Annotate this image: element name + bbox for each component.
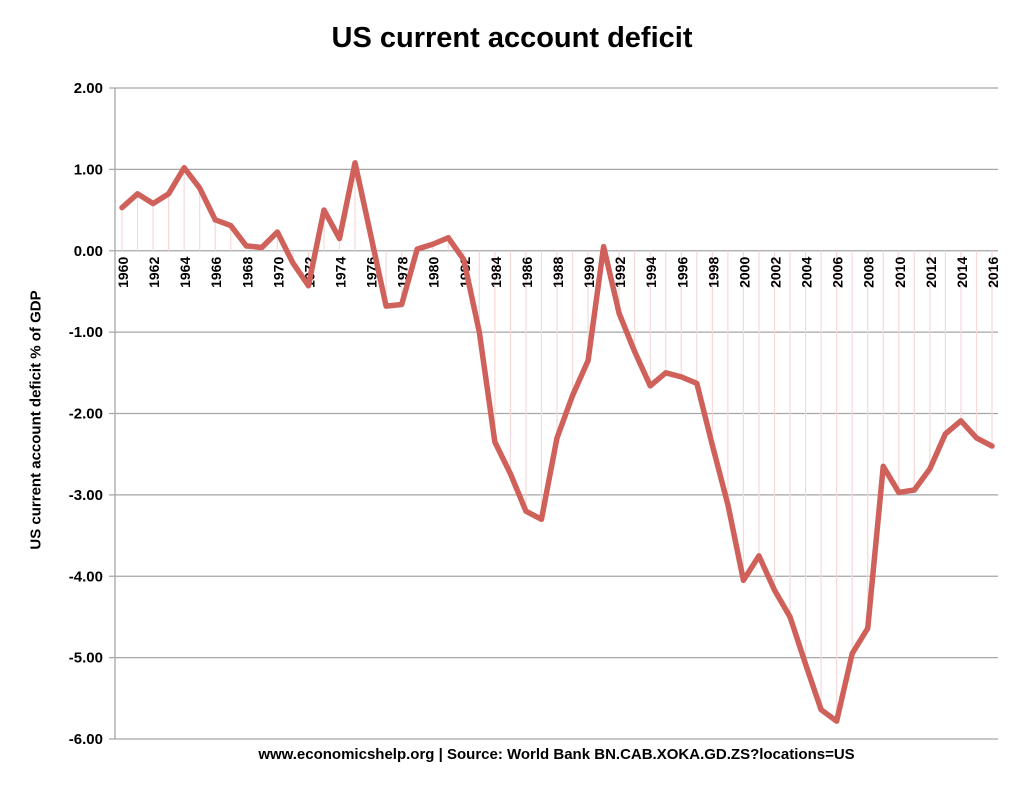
- data-point: [228, 223, 234, 229]
- x-tick-label: 1960: [115, 257, 131, 288]
- data-point: [570, 393, 576, 399]
- data-point: [476, 329, 482, 335]
- source-footer: www.economicshelp.org | Source: World Ba…: [258, 746, 855, 763]
- data-point: [212, 217, 218, 223]
- x-tick-label: 2002: [768, 257, 784, 288]
- data-point: [787, 614, 793, 620]
- x-tick-label: 1990: [581, 257, 597, 288]
- x-tick-label: 1998: [705, 257, 721, 288]
- y-tick-label: -3.00: [69, 487, 103, 504]
- y-tick-label: -5.00: [69, 650, 103, 667]
- data-point: [243, 243, 249, 249]
- x-tick-label: 1964: [177, 257, 193, 288]
- x-tick-label: 2006: [830, 257, 846, 288]
- data-point: [740, 577, 746, 583]
- y-tick-label: 2.00: [74, 80, 103, 97]
- data-point: [834, 718, 840, 724]
- data-point: [119, 205, 125, 211]
- data-point: [803, 661, 809, 667]
- data-point: [197, 185, 203, 191]
- y-tick-label: -1.00: [69, 324, 103, 341]
- x-tick-label: 2000: [736, 257, 752, 288]
- data-point: [507, 471, 513, 477]
- x-tick-label: 1986: [519, 257, 535, 288]
- x-tick-label: 2004: [799, 257, 815, 288]
- data-point: [647, 383, 653, 389]
- data-point: [554, 435, 560, 441]
- data-point: [492, 439, 498, 445]
- chart-title: US current account deficit: [331, 22, 693, 54]
- data-point: [989, 443, 995, 449]
- data-point: [880, 463, 886, 469]
- data-point: [352, 160, 358, 166]
- data-point: [694, 380, 700, 386]
- y-tick-label: 0.00: [74, 243, 103, 260]
- data-point: [865, 625, 871, 631]
- data-point: [818, 707, 824, 713]
- data-point: [601, 244, 607, 250]
- data-point: [445, 235, 451, 241]
- data-point: [896, 489, 902, 495]
- data-point: [461, 257, 467, 263]
- data-point: [523, 508, 529, 514]
- x-tick-label: 1994: [643, 257, 659, 288]
- data-point: [538, 516, 544, 522]
- x-tick-label: 1970: [270, 257, 286, 288]
- x-tick-label: 1996: [674, 257, 690, 288]
- data-line: [119, 160, 995, 724]
- data-point: [709, 442, 715, 448]
- y-tick-label: -2.00: [69, 406, 103, 423]
- x-tick-label: 1966: [208, 257, 224, 288]
- data-point: [181, 165, 187, 171]
- data-point: [430, 241, 436, 247]
- y-tick-label: 1.00: [74, 161, 103, 178]
- data-point: [725, 502, 731, 508]
- data-point: [321, 207, 327, 213]
- x-tick-label: 2008: [861, 257, 877, 288]
- data-point: [368, 231, 374, 237]
- data-point: [259, 244, 265, 250]
- x-tick-label: 1974: [333, 257, 349, 288]
- data-point: [942, 431, 948, 437]
- x-tick-label: 1962: [146, 257, 162, 288]
- data-point: [663, 370, 669, 376]
- data-point: [973, 435, 979, 441]
- data-point: [958, 418, 964, 424]
- x-tick-label: 1968: [239, 257, 255, 288]
- data-point: [305, 283, 311, 289]
- x-tick-label: 2012: [923, 257, 939, 288]
- data-point: [911, 487, 917, 493]
- data-point: [337, 236, 342, 242]
- data-point: [616, 310, 622, 316]
- y-tick-label: -4.00: [69, 568, 103, 585]
- data-point: [632, 349, 638, 355]
- x-tick-label: 1984: [488, 257, 504, 288]
- x-tick-label: 2014: [954, 257, 970, 288]
- y-tick-label: -6.00: [69, 731, 103, 748]
- data-point: [756, 553, 762, 559]
- data-point: [414, 246, 420, 252]
- data-point: [135, 191, 141, 197]
- x-tick-label: 1980: [426, 257, 442, 288]
- data-point: [772, 587, 777, 593]
- data-point: [585, 358, 591, 364]
- data-point: [166, 191, 172, 197]
- x-tick-label: 1988: [550, 257, 566, 288]
- data-point: [399, 301, 405, 307]
- data-point: [290, 260, 296, 266]
- data-point: [927, 466, 933, 472]
- data-point: [150, 201, 156, 207]
- x-tick-label: 1992: [612, 257, 628, 288]
- data-point: [849, 651, 855, 657]
- data-point: [678, 374, 684, 380]
- data-point: [383, 303, 389, 309]
- x-tick-label: 2010: [892, 257, 908, 288]
- data-point: [274, 229, 280, 235]
- x-tick-label: 2016: [985, 257, 1001, 288]
